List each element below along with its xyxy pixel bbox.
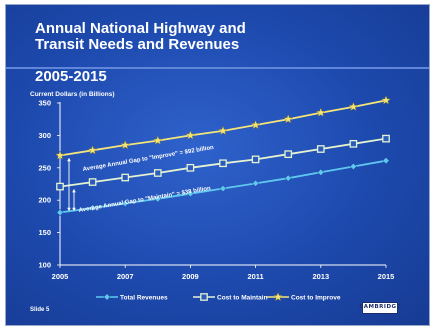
cost-to-maintain-point xyxy=(56,182,64,191)
y-tick-label: 250 xyxy=(38,163,51,172)
x-tick-label: 2015 xyxy=(378,272,395,281)
cost-to-maintain-point xyxy=(121,173,130,182)
cost-to-improve-point xyxy=(283,114,294,124)
y-tick-label: 150 xyxy=(38,228,51,237)
cost-to-maintain-point xyxy=(88,178,97,186)
cost-to-improve-point xyxy=(152,135,163,145)
legend-label: Total Revenues xyxy=(120,295,168,302)
cost-to-improve-point xyxy=(55,150,65,160)
cambridge-logo: CAMBRIDGE xyxy=(359,302,401,314)
total-revenues-point xyxy=(252,179,260,187)
total-revenues-point xyxy=(382,157,390,165)
cost-to-improve-point xyxy=(381,95,391,105)
slide-title: Annual National Highway and Transit Need… xyxy=(35,5,375,85)
y-tick-label: 100 xyxy=(38,261,51,270)
total-revenues-point xyxy=(154,195,162,203)
cost-to-maintain-point xyxy=(186,163,195,172)
total-revenues-point xyxy=(317,168,325,176)
legend-item-cost-to-maintain: Cost to Maintain xyxy=(193,293,268,302)
cost-to-maintain-point xyxy=(251,155,260,164)
total-revenues-point xyxy=(186,190,194,198)
legend-label: Cost to Improve xyxy=(291,295,341,302)
cost-to-improve-point xyxy=(250,119,261,130)
title-text: Annual National Highway and Transit Need… xyxy=(35,20,246,53)
cost-to-maintain-point xyxy=(284,150,293,159)
cost-to-improve-point xyxy=(315,107,326,117)
cost-to-maintain-point xyxy=(219,159,227,168)
legend-item-cost-to-improve: Cost to Improve xyxy=(267,291,341,302)
x-tick-label: 2007 xyxy=(117,272,134,281)
x-tick-label: 2005 xyxy=(52,272,69,281)
x-tick-label: 2011 xyxy=(247,272,263,281)
cost-to-maintain-point xyxy=(316,145,325,153)
logo-text: CAMBRIDGE xyxy=(359,304,401,311)
total-revenues-point xyxy=(121,199,129,207)
subtitle-text: 2005-2015 xyxy=(35,68,107,85)
y-axis-label: Current Dollars (in Billions) xyxy=(30,91,115,98)
total-revenues-point xyxy=(284,174,292,182)
legend-label: Cost to Maintain xyxy=(217,295,268,302)
y-tick-label: 300 xyxy=(38,131,51,140)
gap-annotation-label: Average Annual Gap to "Maintain" = $38 b… xyxy=(78,186,211,214)
cost-to-maintain-point xyxy=(382,134,390,143)
total-revenues-point xyxy=(349,162,357,171)
cost-to-maintain-point xyxy=(153,169,162,177)
cost-to-improve-point xyxy=(218,125,228,135)
total-revenues-point xyxy=(56,208,64,217)
slide-number: Slide 5 xyxy=(30,307,50,313)
x-tick-label: 2009 xyxy=(182,272,199,281)
cost-to-maintain-point xyxy=(349,139,358,148)
legend-marker xyxy=(273,291,283,302)
y-tick-label: 350 xyxy=(38,99,51,108)
legend-marker xyxy=(200,293,208,301)
cost-to-improve-point xyxy=(120,140,131,150)
total-revenues-point xyxy=(219,184,227,193)
y-tick-label: 200 xyxy=(38,196,51,205)
cost-to-improve-point xyxy=(348,101,359,111)
title-divider xyxy=(6,67,429,69)
cost-to-improve-point xyxy=(87,145,98,155)
cost-to-improve-point xyxy=(185,130,196,140)
x-tick-label: 2013 xyxy=(312,272,329,281)
legend-marker xyxy=(103,293,111,301)
total-revenues-point xyxy=(89,204,97,212)
legend-item-total-revenues: Total Revenues xyxy=(96,293,168,302)
